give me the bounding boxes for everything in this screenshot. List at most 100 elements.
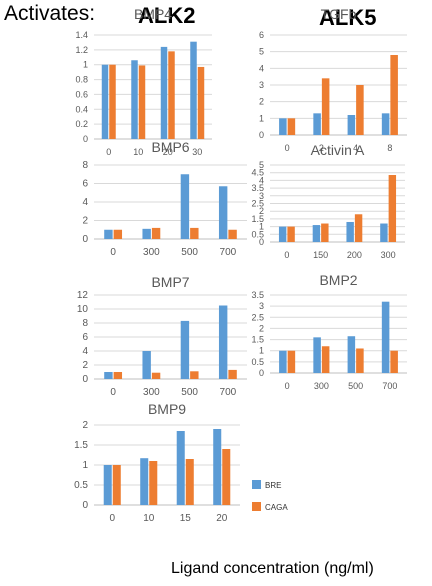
bar-bmp4-caga-0 <box>109 64 116 139</box>
y-tick-label: 4 <box>259 63 264 73</box>
y-tick-label: 0.5 <box>251 229 264 239</box>
x-tick-label: 0 <box>284 250 289 260</box>
alk5-header: ALK5 <box>319 5 377 30</box>
y-tick-label: 8 <box>82 318 88 329</box>
legend-item-caga: CAGA <box>252 502 288 512</box>
x-tick-label: 0 <box>110 247 116 258</box>
legend-item-bre: BRE <box>252 480 281 490</box>
chart-title: BMP7 <box>151 274 189 290</box>
bar-bmp9-caga-0 <box>112 465 121 505</box>
y-tick-label: 3.5 <box>251 183 264 193</box>
x-tick-label: 15 <box>180 513 192 524</box>
x-tick-label: 20 <box>216 513 228 524</box>
bar-bmp4-caga-10 <box>138 65 146 139</box>
bar-tgfb-caga-8 <box>390 55 398 135</box>
y-tick-label: 1.2 <box>75 45 88 55</box>
bar-bmp2-caga-300 <box>321 346 330 373</box>
bar-activin-a-caga-300 <box>388 175 397 242</box>
chart-tgfb: 0 1 2 3 4 5 6 0 2 4 8 TGFb <box>259 6 407 153</box>
bar-bmp9-bre-10 <box>140 458 149 505</box>
bar-bmp4-bre-30 <box>190 41 197 139</box>
y-tick-label: 10 <box>77 304 89 315</box>
y-tick-label: 0 <box>259 368 264 378</box>
bar-bmp6-caga-0 <box>113 229 123 239</box>
y-tick-label: 0.2 <box>75 119 88 129</box>
y-tick-label: 4 <box>259 175 264 185</box>
x-tick-label: 200 <box>347 250 362 260</box>
y-tick-label: 2.5 <box>251 199 264 209</box>
bar-bmp2-caga-700 <box>390 350 398 373</box>
chart-title: BMP6 <box>151 139 189 155</box>
y-tick-label: 0 <box>82 374 88 385</box>
chart-title: TGFb <box>321 6 357 22</box>
y-tick-label: 1.5 <box>74 440 88 451</box>
y-tick-label: 0.5 <box>74 480 88 491</box>
y-tick-label: 1 <box>259 346 264 356</box>
y-tick-label: 1.5 <box>251 214 264 224</box>
bar-bmp2-caga-500 <box>356 348 364 373</box>
bar-bmp4-bre-10 <box>131 60 138 139</box>
y-tick-label: 4.5 <box>251 168 264 178</box>
bar-tgfb-caga-2 <box>321 78 330 135</box>
bar-bmp4-caga-30 <box>197 66 205 139</box>
y-tick-label: 1 <box>83 60 88 70</box>
alk2-header: ALK2 <box>138 3 196 28</box>
legend-label-caga: CAGA <box>265 503 288 512</box>
chart-title: Activin A <box>311 142 365 158</box>
bar-bmp6-bre-700 <box>218 186 228 239</box>
y-tick-label: 1 <box>259 222 264 232</box>
y-tick-label: 2 <box>82 360 88 371</box>
bar-tgfb-bre-8 <box>381 113 390 135</box>
y-tick-label: 1.5 <box>251 335 264 345</box>
y-tick-label: 6 <box>82 332 88 343</box>
x-tick-label: 4 <box>353 143 358 153</box>
y-tick-label: 0.4 <box>75 104 88 114</box>
x-tick-label: 300 <box>314 381 329 391</box>
y-tick-label: 2 <box>82 420 88 431</box>
y-tick-label: 4 <box>82 197 88 208</box>
bar-bmp7-bre-700 <box>218 305 228 379</box>
x-tick-label: 0 <box>110 387 116 398</box>
y-tick-label: 3.5 <box>251 290 264 300</box>
bar-activin-a-caga-0 <box>287 226 295 242</box>
bar-tgfb-caga-0 <box>287 118 296 135</box>
activates-label: Activates: <box>4 2 96 25</box>
chart-bmp4: 0 0.2 0.4 0.6 0.8 1 1.2 1.4 0 10 20 30 BMP4 <box>75 6 212 157</box>
y-tick-label: 0 <box>259 130 264 140</box>
x-tick-label: 700 <box>382 381 397 391</box>
bar-bmp2-bre-700 <box>381 301 390 373</box>
bar-activin-a-bre-200 <box>346 221 354 242</box>
y-tick-label: 2 <box>259 97 264 107</box>
x-axis-label: Ligand concentration (ng/ml) <box>171 560 374 577</box>
bar-tgfb-bre-0 <box>279 118 287 135</box>
bar-activin-a-bre-0 <box>278 226 287 242</box>
x-tick-label: 500 <box>181 387 198 398</box>
bar-bmp6-caga-500 <box>190 227 199 239</box>
bar-activin-a-bre-150 <box>312 225 321 242</box>
bar-tgfb-bre-2 <box>313 113 321 135</box>
bar-bmp7-caga-700 <box>228 369 237 379</box>
y-tick-label: 8 <box>82 160 88 171</box>
bar-bmp7-bre-0 <box>104 372 113 379</box>
bar-bmp9-bre-20 <box>213 429 222 505</box>
y-tick-label: 0 <box>259 237 264 247</box>
y-tick-label: 5 <box>259 160 264 170</box>
chart-title: BMP4 <box>134 6 172 22</box>
chart-bmp7: 0 2 4 6 8 10 12 0 300 500 700 BMP7 <box>77 274 247 398</box>
bar-bmp4-bre-20 <box>160 46 168 140</box>
x-tick-label: 500 <box>348 381 363 391</box>
x-tick-label: 300 <box>143 247 160 258</box>
y-tick-label: 0.5 <box>251 357 264 367</box>
y-tick-label: 1 <box>259 113 264 123</box>
bar-bmp7-caga-300 <box>151 372 161 379</box>
y-tick-label: 0 <box>82 500 88 511</box>
y-tick-label: 5 <box>259 47 264 57</box>
y-tick-label: 2 <box>82 216 88 227</box>
y-tick-label: 0.6 <box>75 89 88 99</box>
x-tick-label: 700 <box>220 247 237 258</box>
bar-bmp2-bre-500 <box>347 336 356 373</box>
bar-bmp7-caga-500 <box>190 371 199 379</box>
